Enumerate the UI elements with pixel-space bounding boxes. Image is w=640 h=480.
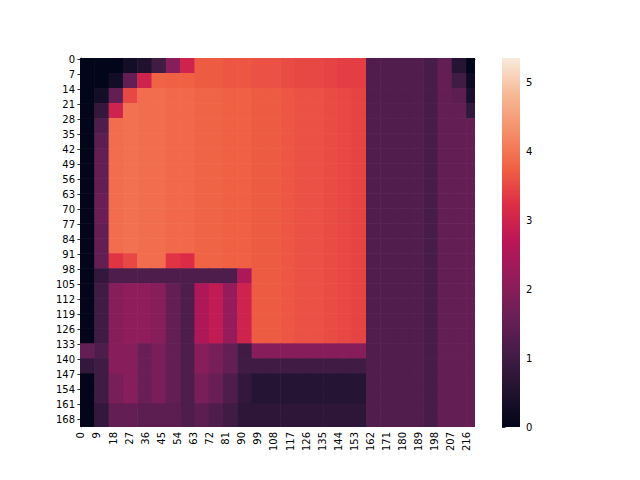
svg-text:72: 72 — [204, 432, 215, 445]
svg-text:0: 0 — [526, 422, 532, 433]
svg-text:153: 153 — [349, 432, 360, 451]
svg-text:77: 77 — [62, 219, 75, 230]
svg-text:81: 81 — [220, 432, 231, 445]
svg-text:189: 189 — [413, 432, 424, 451]
svg-text:5: 5 — [526, 77, 532, 88]
svg-text:2: 2 — [526, 284, 532, 295]
svg-text:63: 63 — [62, 189, 75, 200]
svg-text:161: 161 — [56, 399, 75, 410]
svg-text:27: 27 — [124, 432, 135, 445]
svg-text:117: 117 — [285, 432, 296, 451]
svg-text:207: 207 — [445, 432, 456, 451]
svg-text:98: 98 — [62, 264, 75, 275]
svg-text:162: 162 — [365, 432, 376, 451]
svg-text:7: 7 — [69, 69, 75, 80]
svg-text:216: 216 — [461, 432, 472, 451]
svg-text:36: 36 — [140, 432, 151, 445]
svg-text:112: 112 — [56, 294, 75, 305]
svg-text:108: 108 — [268, 432, 279, 451]
svg-text:28: 28 — [62, 114, 75, 125]
svg-text:14: 14 — [62, 84, 75, 95]
svg-text:99: 99 — [252, 432, 263, 445]
svg-text:49: 49 — [62, 159, 75, 170]
svg-text:144: 144 — [333, 432, 344, 451]
svg-text:9: 9 — [91, 432, 102, 438]
svg-text:105: 105 — [56, 279, 75, 290]
svg-text:35: 35 — [62, 129, 75, 140]
svg-text:180: 180 — [397, 432, 408, 451]
svg-text:4: 4 — [526, 146, 532, 157]
svg-text:154: 154 — [56, 384, 75, 395]
svg-text:54: 54 — [172, 432, 183, 445]
svg-text:90: 90 — [236, 432, 247, 445]
svg-text:126: 126 — [56, 324, 75, 335]
svg-text:171: 171 — [381, 432, 392, 451]
svg-text:0: 0 — [75, 432, 86, 438]
svg-text:45: 45 — [156, 432, 167, 445]
svg-text:147: 147 — [56, 369, 75, 380]
svg-text:0: 0 — [69, 54, 75, 65]
svg-text:56: 56 — [62, 174, 75, 185]
svg-text:91: 91 — [62, 249, 75, 260]
svg-text:84: 84 — [62, 234, 75, 245]
svg-text:63: 63 — [188, 432, 199, 445]
svg-text:198: 198 — [429, 432, 440, 451]
svg-text:1: 1 — [526, 353, 532, 364]
svg-text:42: 42 — [62, 144, 75, 155]
svg-text:3: 3 — [526, 215, 532, 226]
svg-text:21: 21 — [62, 99, 75, 110]
svg-text:18: 18 — [108, 432, 119, 445]
svg-text:133: 133 — [56, 339, 75, 350]
svg-text:70: 70 — [62, 204, 75, 215]
svg-text:126: 126 — [301, 432, 312, 451]
svg-text:140: 140 — [56, 354, 75, 365]
svg-text:119: 119 — [56, 309, 75, 320]
svg-text:168: 168 — [56, 414, 75, 425]
svg-text:135: 135 — [317, 432, 328, 451]
